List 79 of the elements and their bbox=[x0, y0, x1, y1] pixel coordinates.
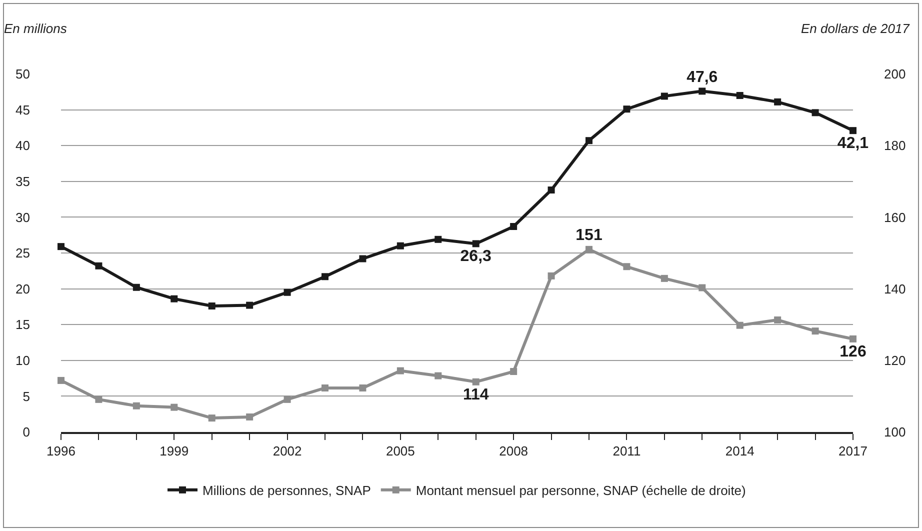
point bbox=[774, 98, 782, 106]
point bbox=[58, 243, 64, 250]
point bbox=[322, 384, 328, 392]
data-label: 47,6 bbox=[686, 68, 718, 86]
x-tick-label: 1996 bbox=[46, 444, 76, 459]
point bbox=[586, 246, 592, 253]
x-tick-label: 2014 bbox=[725, 444, 754, 459]
point bbox=[736, 92, 744, 99]
y-tick-label: 30 bbox=[16, 210, 30, 225]
point bbox=[660, 274, 668, 282]
x-tick-label: 2005 bbox=[386, 444, 415, 459]
x-tick-label: 2011 bbox=[612, 444, 641, 459]
data-label: 26,3 bbox=[460, 248, 492, 266]
y-tick-label: 5 bbox=[22, 388, 30, 404]
point bbox=[812, 328, 819, 335]
y-tick-label: 50 bbox=[16, 66, 30, 82]
point bbox=[472, 378, 480, 386]
point bbox=[812, 109, 819, 116]
x-tick-label: 1999 bbox=[160, 444, 189, 459]
y2-axis-title: En dollars de 2017 bbox=[801, 21, 910, 36]
point bbox=[548, 186, 555, 194]
point bbox=[95, 262, 102, 270]
point bbox=[586, 137, 592, 144]
y-tick-label: 45 bbox=[16, 102, 30, 118]
point bbox=[208, 414, 216, 422]
y-tick-label: 0 bbox=[22, 424, 30, 440]
x-tick-label: 2002 bbox=[272, 444, 302, 459]
data-label: 151 bbox=[576, 227, 602, 244]
point bbox=[774, 316, 782, 324]
point bbox=[284, 288, 291, 296]
point bbox=[396, 367, 404, 374]
point bbox=[246, 413, 254, 420]
point bbox=[246, 302, 254, 309]
legend-label: Millions de personnes, SNAP bbox=[202, 482, 371, 498]
point bbox=[284, 396, 291, 403]
point bbox=[510, 223, 518, 230]
point bbox=[698, 88, 706, 95]
point bbox=[170, 404, 178, 411]
point bbox=[322, 273, 328, 280]
point bbox=[660, 92, 668, 100]
point bbox=[396, 242, 404, 250]
point bbox=[698, 284, 706, 292]
point bbox=[95, 396, 102, 403]
point bbox=[736, 322, 744, 329]
data-label: 42,1 bbox=[837, 134, 869, 152]
point bbox=[170, 295, 178, 302]
point bbox=[623, 106, 630, 113]
x-tick-label: 2008 bbox=[499, 444, 528, 459]
point bbox=[434, 236, 442, 243]
data-label: 114 bbox=[462, 386, 489, 404]
point bbox=[208, 302, 216, 310]
legend-label: Montant mensuel par personne, SNAP (échelle de droite) bbox=[416, 482, 746, 498]
y2-tick-label: 120 bbox=[884, 352, 906, 368]
y2-tick-label: 180 bbox=[884, 138, 906, 154]
point bbox=[132, 284, 140, 291]
point bbox=[434, 372, 442, 380]
y-tick-label: 10 bbox=[16, 352, 30, 368]
y-axis-title: En millions bbox=[4, 21, 68, 36]
point bbox=[58, 376, 64, 384]
point bbox=[510, 368, 518, 375]
x-tick-label: 2017 bbox=[838, 444, 868, 459]
point bbox=[850, 127, 856, 134]
y2-tick-label: 100 bbox=[884, 424, 906, 440]
data-label: 126 bbox=[840, 343, 866, 360]
y-tick-label: 15 bbox=[16, 317, 30, 332]
y2-tick-label: 200 bbox=[884, 66, 906, 82]
y2-tick-label: 140 bbox=[884, 281, 906, 296]
point bbox=[359, 255, 366, 262]
y2-tick-label: 160 bbox=[884, 210, 906, 225]
y-tick-label: 35 bbox=[16, 174, 30, 189]
point bbox=[472, 240, 480, 248]
point bbox=[623, 263, 630, 270]
y-tick-label: 20 bbox=[16, 281, 30, 296]
point bbox=[359, 384, 366, 392]
point bbox=[548, 272, 555, 280]
y-tick-label: 40 bbox=[16, 138, 30, 154]
point bbox=[132, 402, 140, 410]
y-tick-label: 25 bbox=[16, 246, 30, 261]
point bbox=[850, 335, 856, 342]
